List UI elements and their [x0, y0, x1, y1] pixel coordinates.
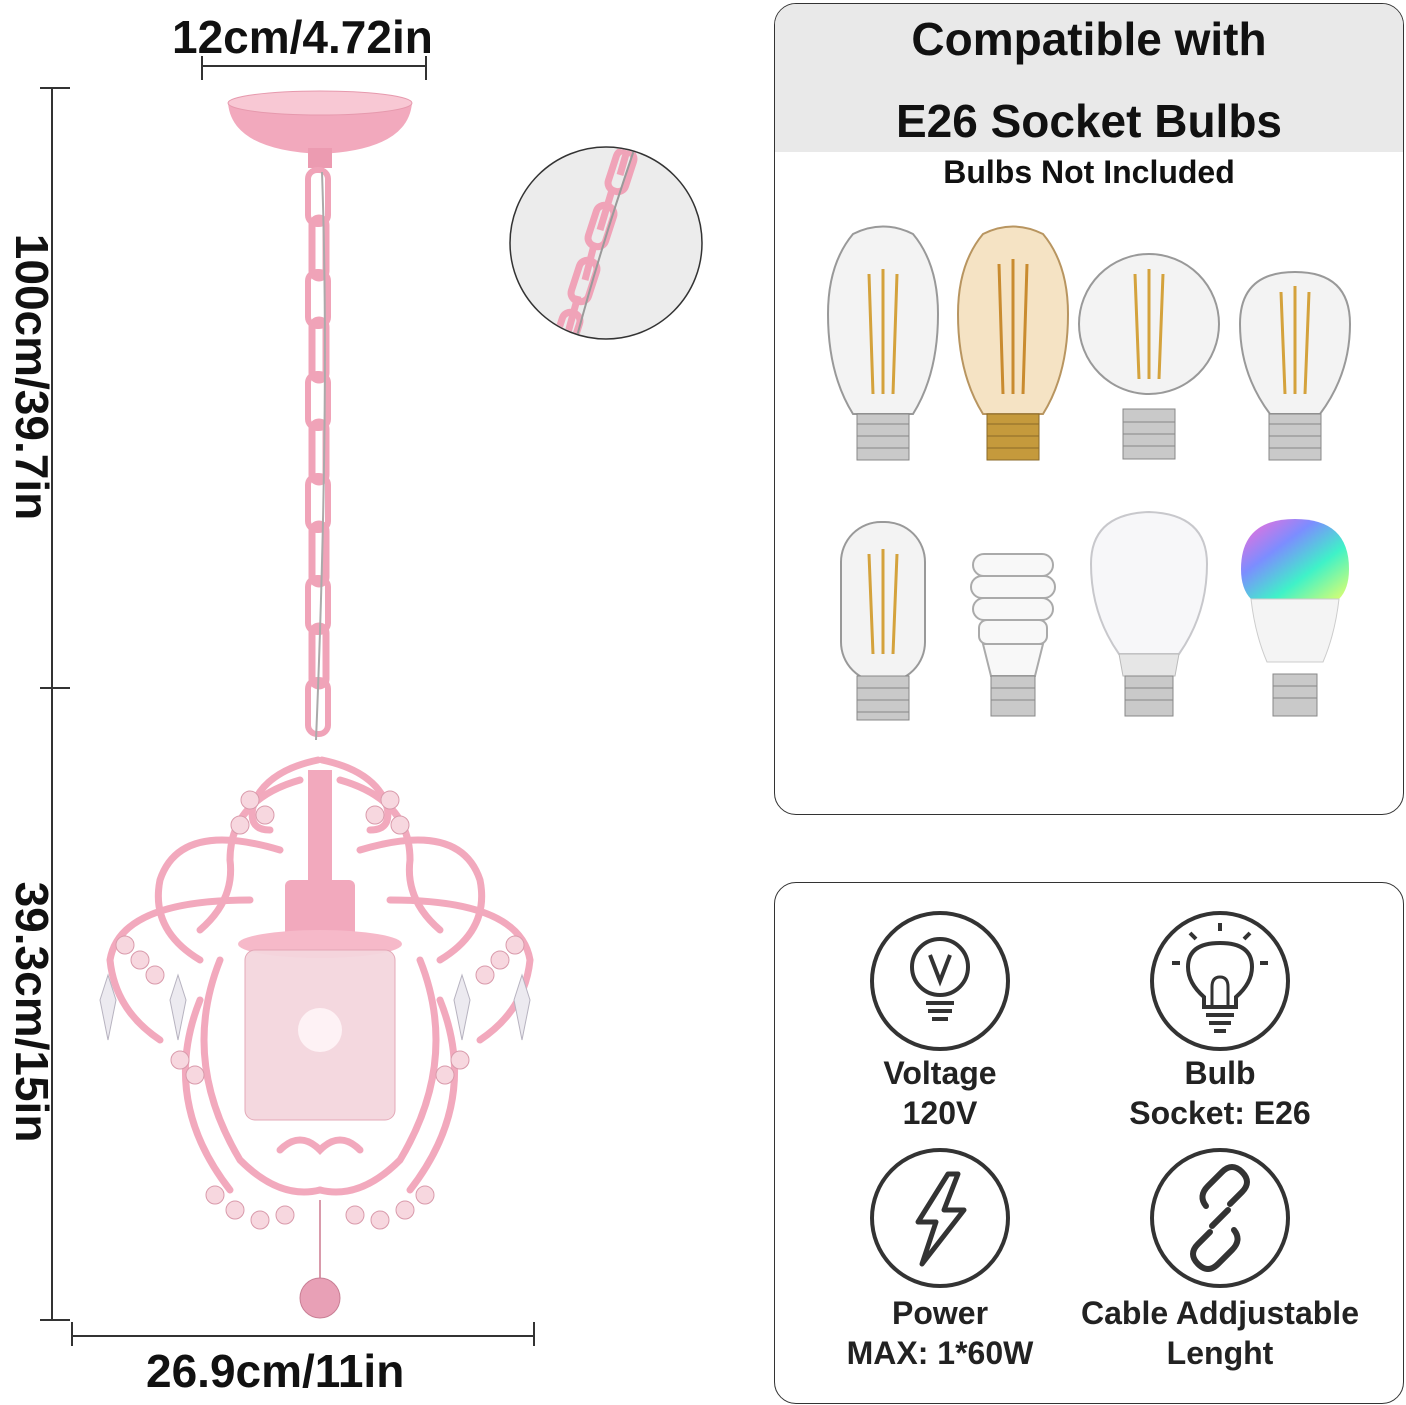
ceiling-canopy — [227, 90, 413, 168]
voltage-value: 120V — [902, 1095, 978, 1131]
power-label: Power — [891, 1295, 989, 1331]
compatible-bulbs-card: Compatible with E26 Socket Bulbs Bulbs N… — [774, 3, 1404, 815]
socket-label: Bulb — [1184, 1055, 1256, 1091]
specifications-card: Voltage 120V Bulb Socket: E26 Power MAX:… — [774, 882, 1404, 1404]
voltage-bulb-icon — [910, 937, 970, 1021]
total-height-label: 100cm/39.7in — [6, 233, 58, 521]
canopy-width-label: 12cm/4.72in — [172, 11, 433, 63]
rgb-smart-bulb — [1241, 519, 1349, 717]
cable-label: Cable Addjustable — [1081, 1295, 1359, 1331]
a19-filament-bulb — [1238, 270, 1352, 461]
compat-title-line2: E26 Socket Bulbs — [895, 95, 1283, 147]
hanging-chain — [305, 167, 331, 741]
lightning-bolt-icon — [915, 1171, 967, 1267]
t14-tube-filament-bulb — [840, 521, 926, 721]
chain-link-icon — [1190, 1164, 1250, 1272]
compat-title-line1: Compatible with — [911, 13, 1267, 65]
chain-detail-zoom — [509, 146, 703, 340]
bulb-gallery — [826, 225, 1352, 721]
st64-filament-bulb — [826, 225, 940, 461]
canopy-width-dimension-line — [201, 56, 427, 80]
a19-led-bulb — [1089, 510, 1209, 717]
fixture-height-label: 39.3cm/15in — [6, 881, 58, 1143]
light-bulb-icon — [1172, 923, 1268, 1033]
cable-circle — [1150, 1148, 1290, 1288]
height-dimension-line — [40, 87, 70, 1321]
voltage-circle — [870, 911, 1010, 1051]
cfl-spiral-bulb — [970, 553, 1056, 717]
power-circle — [870, 1148, 1010, 1288]
fixture-width-dimension-line — [71, 1322, 535, 1346]
st64-amber-filament-bulb — [956, 225, 1070, 461]
voltage-label: Voltage — [883, 1055, 997, 1091]
fixture-width-label: 26.9cm/11in — [146, 1345, 405, 1397]
bulbs-not-included-note: Bulbs Not Included — [943, 154, 1235, 190]
cable-value: Lenght — [1166, 1335, 1274, 1371]
power-value: MAX: 1*60W — [846, 1335, 1034, 1371]
socket-circle — [1150, 911, 1290, 1051]
title-band — [775, 4, 1403, 152]
product-illustration — [40, 56, 703, 1346]
socket-value: Socket: E26 — [1129, 1095, 1311, 1131]
g25-globe-filament-bulb — [1078, 253, 1220, 460]
crystal-chandelier — [99, 756, 534, 1319]
